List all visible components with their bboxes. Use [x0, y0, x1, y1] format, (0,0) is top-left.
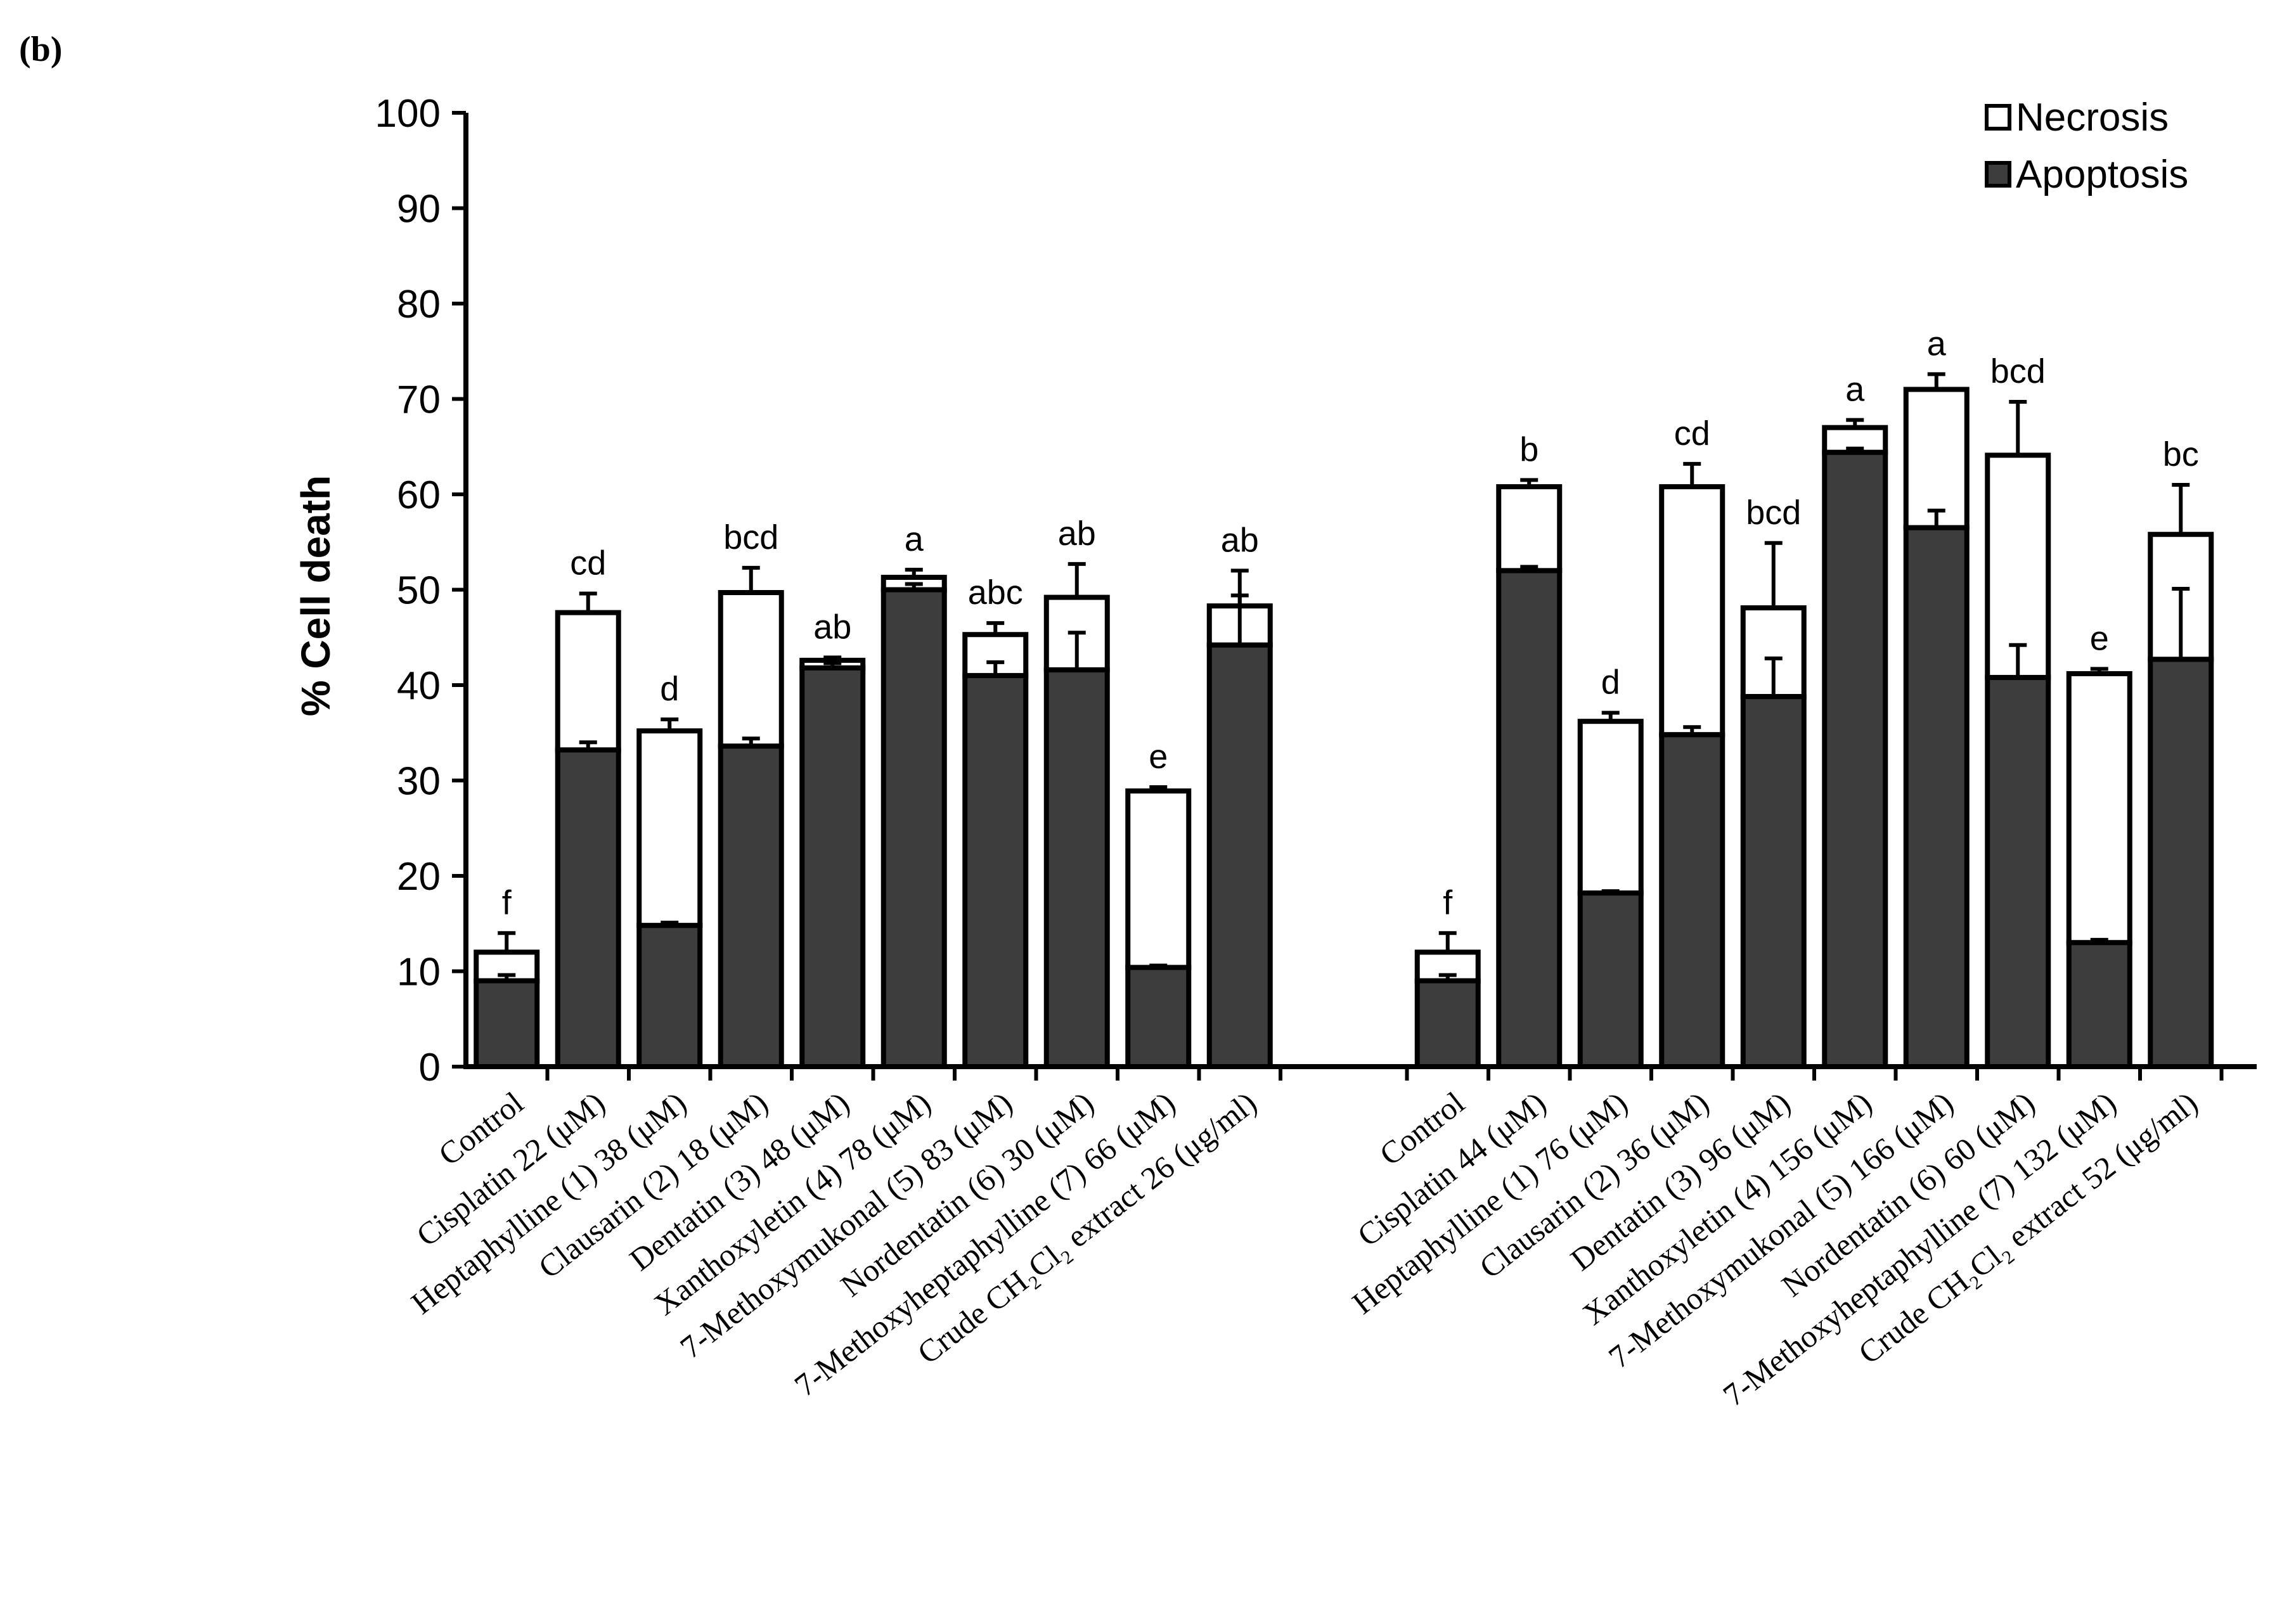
y-tick-label: 0: [419, 1046, 441, 1089]
necrosis-bar: [718, 590, 784, 749]
necrosis-bar: [2066, 671, 2132, 946]
necrosis-bar: [555, 610, 621, 753]
significance-letter: f: [502, 883, 512, 922]
significance-letter: bcd: [1746, 494, 1801, 532]
y-tick-label: 90: [397, 188, 441, 231]
apoptosis-bar: [636, 923, 703, 1070]
y-tick-label: 10: [397, 951, 441, 994]
apoptosis-bar: [2148, 657, 2214, 1069]
apoptosis-bar: [799, 665, 866, 1070]
apoptosis-bar: [962, 672, 1029, 1069]
legend: Necrosis Apoptosis: [1985, 96, 2188, 196]
significance-letter: ab: [813, 608, 851, 646]
y-tick-label: 70: [397, 378, 441, 422]
necrosis-bar: [1496, 484, 1563, 574]
legend-apoptosis-label: Apoptosis: [2016, 153, 2188, 196]
y-tick-label: 40: [397, 664, 441, 708]
apoptosis-bar: [1659, 732, 1725, 1069]
apoptosis-bar: [1822, 449, 1888, 1069]
y-axis-label: % Cell death: [293, 475, 339, 717]
significance-letter: cd: [1674, 414, 1710, 453]
apoptosis-bar: [1577, 890, 1644, 1069]
apoptosis-bar: [2066, 940, 2132, 1069]
y-tick-label: 60: [397, 473, 441, 517]
significance-letter: a: [1845, 371, 1865, 409]
significance-letter: abc: [968, 574, 1023, 612]
apoptosis-bar: [555, 747, 621, 1069]
significance-letter: b: [1519, 430, 1538, 468]
apoptosis-bar: [474, 978, 540, 1070]
apoptosis-bar: [1206, 642, 1273, 1069]
y-tick-label: 50: [397, 569, 441, 613]
bars-layer: [474, 372, 2214, 1070]
legend-necrosis-swatch: [1985, 104, 2011, 131]
legend-apoptosis-swatch: [1985, 161, 2011, 188]
significance-letter: e: [1149, 738, 1168, 776]
significance-letter: d: [660, 670, 679, 708]
panel-label: (b): [19, 30, 63, 69]
necrosis-bar: [1659, 484, 1725, 738]
apoptosis-bar: [1903, 525, 1970, 1069]
y-tick-label: 80: [397, 283, 441, 326]
y-tick-label: 100: [375, 92, 441, 136]
apoptosis-bar: [1043, 667, 1110, 1070]
apoptosis-bar: [1740, 694, 1807, 1070]
apoptosis-bar: [1125, 965, 1192, 1069]
significance-letter: cd: [570, 544, 606, 582]
significance-letter: d: [1601, 664, 1620, 702]
y-tick-label: 30: [397, 760, 441, 804]
apoptosis-bar: [1496, 568, 1563, 1069]
necrosis-bar: [1577, 719, 1644, 896]
significance-letter: ab: [1058, 515, 1096, 553]
necrosis-bar: [1125, 788, 1192, 970]
necrosis-bar: [1903, 387, 1970, 530]
significance-letter: a: [1927, 324, 1947, 363]
apoptosis-bar: [718, 743, 784, 1069]
significance-letter: f: [1443, 883, 1453, 922]
legend-necrosis-label: Necrosis: [2016, 96, 2169, 139]
significance-letter: a: [905, 520, 924, 558]
apoptosis-bar: [880, 587, 947, 1069]
apoptosis-bar: [1985, 674, 2051, 1069]
significance-letter: ab: [1221, 521, 1259, 559]
significance-letter: bcd: [723, 518, 778, 556]
y-tick-label: 20: [397, 855, 441, 899]
apoptosis-bar: [1414, 978, 1481, 1070]
significance-letter: bcd: [1990, 352, 2046, 390]
significance-letter: e: [2090, 619, 2109, 657]
necrosis-bar: [636, 728, 703, 928]
significance-letter: bc: [2163, 435, 2199, 473]
